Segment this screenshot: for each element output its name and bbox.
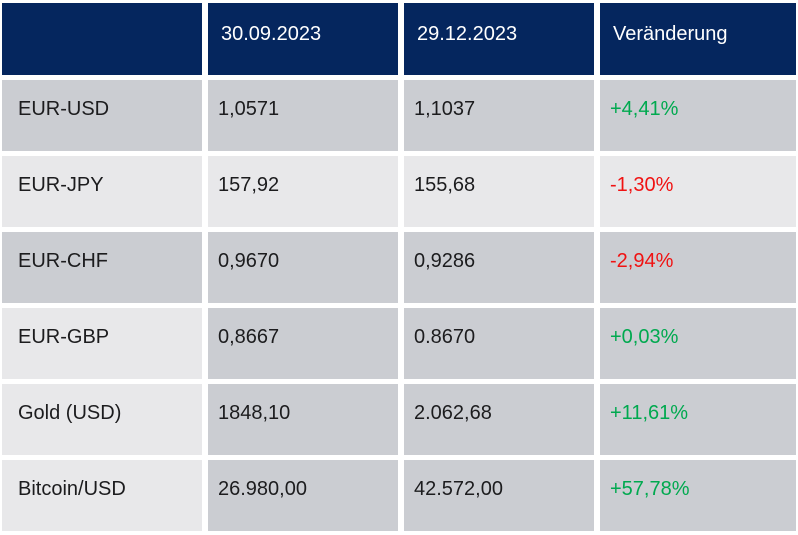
- cell-change: +0,03%: [600, 308, 796, 379]
- cell-new-value: 42.572,00: [404, 460, 594, 531]
- row-label: Gold (USD): [2, 384, 202, 455]
- cell-change: +57,78%: [600, 460, 796, 531]
- cell-old-value: 157,92: [208, 156, 398, 227]
- header-cell-empty: [2, 3, 202, 75]
- cell-new-value: 0.8670: [404, 308, 594, 379]
- header-cell-date-old: 30.09.2023: [208, 3, 398, 75]
- cell-change: -2,94%: [600, 232, 796, 303]
- cell-change: +4,41%: [600, 80, 796, 151]
- row-label: EUR-CHF: [2, 232, 202, 303]
- cell-old-value: 26.980,00: [208, 460, 398, 531]
- cell-new-value: 0,9286: [404, 232, 594, 303]
- cell-old-value: 0,9670: [208, 232, 398, 303]
- row-label: EUR-JPY: [2, 156, 202, 227]
- cell-new-value: 155,68: [404, 156, 594, 227]
- cell-change: -1,30%: [600, 156, 796, 227]
- cell-old-value: 1,0571: [208, 80, 398, 151]
- row-label: EUR-GBP: [2, 308, 202, 379]
- header-cell-date-new: 29.12.2023: [404, 3, 594, 75]
- cell-change: +11,61%: [600, 384, 796, 455]
- cell-old-value: 0,8667: [208, 308, 398, 379]
- header-cell-change: Veränderung: [600, 3, 796, 75]
- row-label: EUR-USD: [2, 80, 202, 151]
- cell-old-value: 1848,10: [208, 384, 398, 455]
- cell-new-value: 2.062,68: [404, 384, 594, 455]
- row-label: Bitcoin/USD: [2, 460, 202, 531]
- cell-new-value: 1,1037: [404, 80, 594, 151]
